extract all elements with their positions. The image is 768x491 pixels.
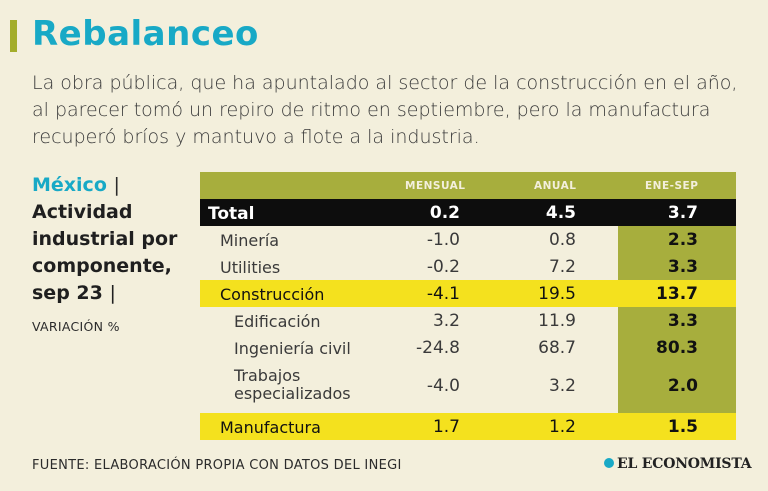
publisher-name: EL ECONOMISTA: [617, 456, 752, 472]
table-header: MENSUAL ANUAL ENE-SEP: [200, 172, 736, 199]
table-row-trabajos-especializados: Trabajos especializados -4.0 3.2 2.0: [200, 361, 736, 411]
cell-mensual: 1.7: [432, 417, 460, 437]
table-row-utilities: Utilities -0.2 7.2 3.3: [200, 253, 736, 280]
chart-caption: México | Actividad industrial por compon…: [32, 172, 197, 334]
cell-anual: 19.5: [538, 284, 576, 304]
cell-mensual: 3.2: [432, 311, 460, 331]
table-row-mineria: Minería -1.0 0.8 2.3: [200, 226, 736, 253]
intro-text: La obra pública, que ha apuntalado al se…: [32, 72, 738, 148]
cell-anual: 68.7: [538, 338, 576, 358]
logo-mark-icon: [604, 458, 614, 468]
table-row-edificacion: Edificación 3.2 11.9 3.3: [200, 307, 736, 334]
caption-title: Actividad industrial por componente, sep…: [32, 199, 197, 307]
cell-ene-sep: 1.5: [667, 417, 698, 437]
cell-anual: 3.2: [548, 376, 576, 396]
data-table: MENSUAL ANUAL ENE-SEP Total 0.2 4.5 3.7 Mine…: [200, 172, 736, 440]
row-label: Trabajos especializados: [234, 366, 351, 403]
cell-anual: 11.9: [538, 311, 576, 331]
col-header-ene-sep: ENE-SEP: [645, 180, 699, 192]
cell-anual: 7.2: [548, 257, 576, 277]
cell-ene-sep: 2.0: [667, 376, 698, 396]
headline: Rebalanceo: [32, 14, 259, 54]
ene-sep-column-fill: [618, 199, 736, 439]
cell-mensual: 0.2: [429, 203, 460, 223]
row-label: Ingeniería civil: [234, 339, 351, 358]
cell-ene-sep: 3.7: [667, 203, 698, 223]
caption-country: México |: [32, 172, 197, 199]
caption-unit: VARIACIÓN %: [32, 319, 120, 334]
table-row-total: Total 0.2 4.5 3.7: [200, 199, 736, 226]
col-header-anual: ANUAL: [534, 180, 577, 192]
accent-bar: [10, 20, 17, 52]
row-label: Construcción: [220, 285, 325, 304]
caption-title-text: Actividad industrial por componente, sep…: [32, 201, 178, 304]
cell-mensual: -4.1: [426, 284, 460, 304]
publisher-logo: EL ECONOMISTA: [604, 456, 752, 472]
table-row-manufactura: Manufactura 1.7 1.2 1.5: [200, 413, 736, 440]
cell-anual: 1.2: [548, 417, 576, 437]
cell-anual: 0.8: [548, 230, 576, 250]
cell-ene-sep: 2.3: [667, 230, 698, 250]
col-header-mensual: MENSUAL: [405, 180, 466, 192]
cell-anual: 4.5: [545, 203, 576, 223]
cell-ene-sep: 13.7: [656, 284, 698, 304]
cell-ene-sep: 80.3: [656, 338, 698, 358]
cell-ene-sep: 3.3: [667, 311, 698, 331]
source-note: FUENTE: ELABORACIÓN PROPIA CON DATOS DEL…: [32, 458, 402, 473]
cell-ene-sep: 3.3: [667, 257, 698, 277]
cell-mensual: -1.0: [426, 230, 460, 250]
row-label: Utilities: [220, 258, 281, 277]
row-label: Edificación: [234, 312, 321, 331]
caption-title-separator: |: [109, 282, 116, 304]
cell-mensual: -0.2: [426, 257, 460, 277]
row-label: Manufactura: [220, 418, 321, 437]
table-row-ingenieria-civil: Ingeniería civil -24.8 68.7 80.3: [200, 334, 736, 361]
caption-separator: |: [113, 174, 120, 196]
cell-mensual: -4.0: [426, 376, 460, 396]
row-label: Total: [208, 204, 255, 224]
row-label: Minería: [220, 231, 280, 250]
table-row-construccion: Construcción -4.1 19.5 13.7: [200, 280, 736, 307]
cell-mensual: -24.8: [416, 338, 460, 358]
caption-country-name: México: [32, 174, 107, 196]
